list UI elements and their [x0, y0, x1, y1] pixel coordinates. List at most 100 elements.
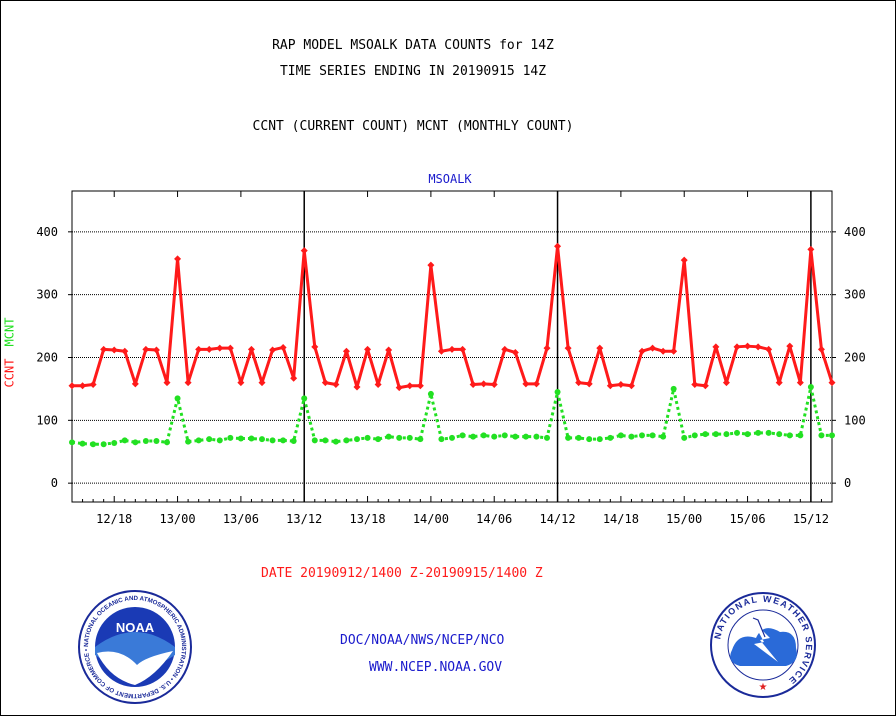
data-point-ccnt — [258, 379, 266, 387]
data-point-ccnt — [606, 382, 614, 390]
data-point-ccnt — [205, 345, 213, 353]
data-point-ccnt — [659, 347, 667, 355]
data-point-mcnt — [280, 437, 287, 444]
data-point-ccnt — [68, 382, 76, 390]
data-point-mcnt — [681, 434, 688, 441]
footer-website[interactable]: WWW.NCEP.NOAA.GOV — [369, 660, 503, 675]
nws-logo: ★ NATIONAL WEATHER SERVICE — [710, 592, 816, 698]
data-point-ccnt — [416, 382, 424, 390]
ylabel-mcnt: MCNT — [2, 317, 17, 347]
data-point-ccnt — [712, 343, 720, 351]
data-point-mcnt — [670, 385, 677, 392]
data-point-ccnt — [152, 346, 160, 354]
data-point-ccnt — [279, 343, 287, 351]
data-point-ccnt — [522, 380, 530, 388]
data-point-mcnt — [132, 439, 139, 446]
data-point-ccnt — [226, 344, 234, 352]
data-point-ccnt — [79, 382, 87, 390]
series-line-ccnt — [72, 244, 834, 390]
data-point-ccnt — [269, 346, 277, 354]
data-point-ccnt — [342, 347, 350, 355]
data-point-ccnt — [691, 381, 699, 389]
data-point-mcnt — [575, 434, 582, 441]
data-point-ccnt — [490, 381, 498, 389]
y-tick-label-right: 0 — [844, 476, 851, 490]
data-point-ccnt — [765, 345, 773, 353]
y-tick-label-right: 300 — [844, 288, 866, 302]
data-point-mcnt — [417, 436, 424, 443]
data-point-mcnt — [216, 437, 223, 444]
data-point-mcnt — [533, 433, 540, 440]
data-point-mcnt — [501, 432, 508, 439]
data-point-ccnt — [332, 381, 340, 389]
y-tick-label: 0 — [51, 476, 58, 490]
data-point-ccnt — [184, 379, 192, 387]
data-point-ccnt — [775, 379, 783, 387]
data-point-ccnt — [617, 381, 625, 389]
data-point-ccnt — [100, 345, 108, 353]
y-tick-label: 200 — [36, 350, 58, 364]
data-point-mcnt — [554, 389, 561, 396]
footer-agency[interactable]: DOC/NOAA/NWS/NCEP/NCO — [340, 633, 505, 648]
data-point-ccnt — [627, 382, 635, 390]
data-point-mcnt — [237, 435, 244, 442]
data-point-ccnt — [437, 347, 445, 355]
x-tick-label: 13/00 — [159, 512, 195, 526]
data-point-mcnt — [449, 434, 455, 441]
data-point-mcnt — [185, 438, 192, 445]
svg-text:★: ★ — [759, 682, 768, 693]
data-point-mcnt — [153, 438, 160, 445]
data-point-mcnt — [396, 434, 403, 441]
station-label: MSOALK — [428, 172, 472, 186]
data-point-mcnt — [818, 432, 825, 439]
data-point-mcnt — [259, 436, 265, 443]
data-point-ccnt — [575, 379, 583, 387]
y-tick-label-right: 100 — [844, 413, 866, 427]
data-point-ccnt — [385, 346, 393, 354]
x-tick-label: 14/00 — [413, 512, 449, 526]
data-point-ccnt — [817, 345, 825, 353]
data-point-ccnt — [321, 379, 329, 387]
data-point-mcnt — [332, 438, 339, 445]
data-point-mcnt — [195, 437, 202, 444]
data-point-ccnt — [448, 345, 456, 353]
data-point-ccnt — [353, 383, 361, 391]
data-point-mcnt — [385, 433, 392, 440]
x-tick-label: 13/18 — [349, 512, 385, 526]
data-point-ccnt — [744, 342, 752, 350]
data-point-mcnt — [649, 432, 656, 439]
x-tick-label: 12/18 — [96, 512, 132, 526]
data-point-mcnt — [227, 434, 234, 441]
data-point-ccnt — [395, 384, 403, 392]
data-point-ccnt — [796, 379, 804, 387]
x-tick-label: 13/12 — [286, 512, 322, 526]
data-point-mcnt — [406, 434, 413, 441]
data-point-mcnt — [343, 437, 350, 444]
data-point-mcnt — [544, 434, 550, 441]
x-tick-label: 14/06 — [476, 512, 512, 526]
x-tick-label: 15/12 — [793, 512, 829, 526]
data-point-ccnt — [564, 344, 572, 352]
data-point-ccnt — [89, 381, 97, 389]
x-tick-label: 14/12 — [539, 512, 575, 526]
data-point-ccnt — [121, 347, 129, 355]
data-point-ccnt — [701, 382, 709, 390]
y-tick-label: 400 — [36, 225, 58, 239]
data-point-mcnt — [322, 437, 329, 444]
data-point-ccnt — [216, 344, 224, 352]
data-point-mcnt — [491, 433, 498, 440]
data-point-mcnt — [660, 433, 667, 440]
data-point-mcnt — [174, 395, 181, 402]
y-tick-label-right: 200 — [844, 350, 866, 364]
data-point-mcnt — [639, 432, 645, 439]
data-point-mcnt — [829, 432, 835, 439]
data-point-ccnt — [237, 379, 245, 387]
data-point-ccnt — [532, 380, 540, 388]
data-point-ccnt — [733, 343, 741, 351]
x-tick-label: 14/18 — [603, 512, 639, 526]
data-point-mcnt — [807, 384, 814, 391]
data-point-mcnt — [100, 441, 107, 448]
data-point-mcnt — [311, 437, 318, 444]
data-point-ccnt — [364, 345, 372, 353]
